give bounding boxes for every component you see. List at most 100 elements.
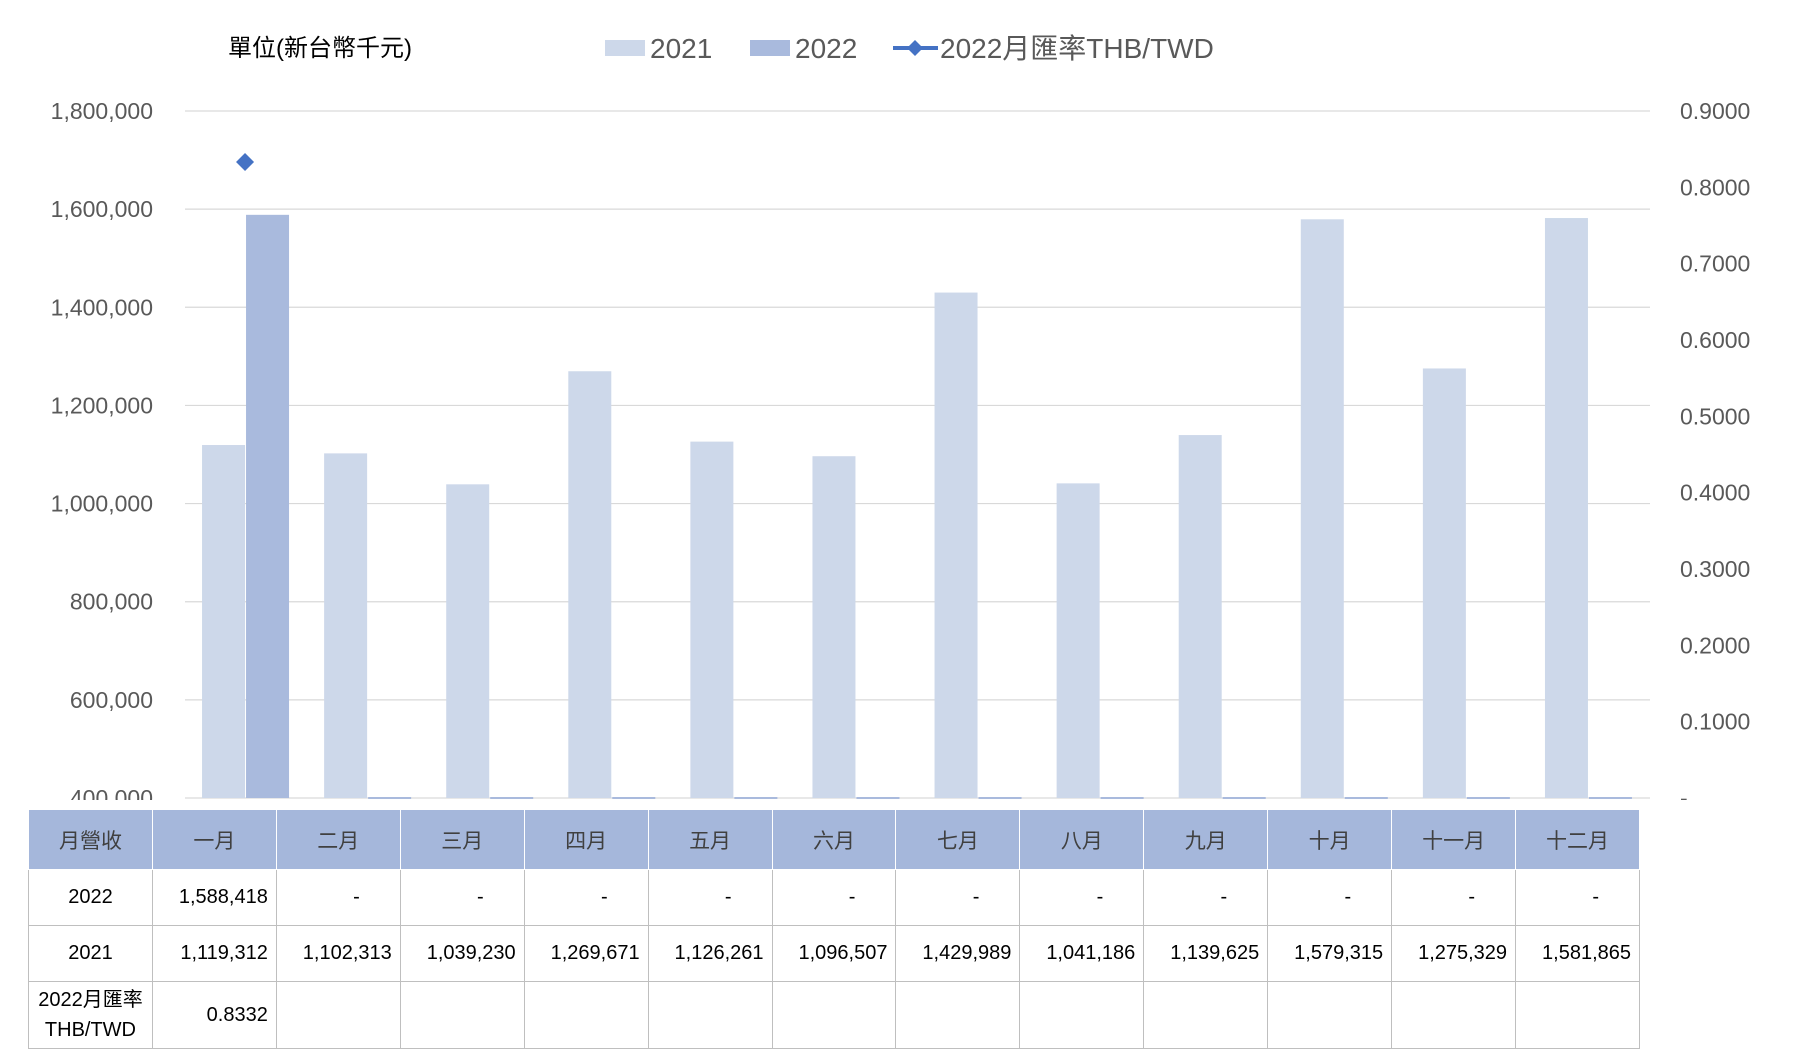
y-left-tick-label: 1,800,000 <box>51 98 153 124</box>
table-cell: - <box>275 869 401 926</box>
table-cell <box>275 981 401 1049</box>
table-cell: 1,096,507 <box>771 925 897 982</box>
table-cell <box>771 981 897 1049</box>
table-header-month: 三月 <box>399 809 525 870</box>
y-right-tick-label: 0.3000 <box>1680 556 1750 582</box>
table-header-month: 十二月 <box>1515 809 1640 870</box>
table-row: 2022月匯率 THB/TWD 0.8332 <box>28 981 1640 1049</box>
row-label: 2022月匯率 THB/TWD <box>28 981 153 1049</box>
table-cell <box>523 981 649 1049</box>
table-header-month: 八月 <box>1019 809 1145 870</box>
table-cell: 1,039,230 <box>399 925 525 982</box>
y-right-tick-label: 0.4000 <box>1680 480 1750 506</box>
table-cell: - <box>399 869 525 926</box>
table-cell: 1,139,625 <box>1143 925 1269 982</box>
legend-label-2022: 2022 <box>795 33 857 64</box>
bar-2021-七月 <box>934 292 978 798</box>
table-cell: 1,588,418 <box>151 869 277 926</box>
table-cell: - <box>1267 869 1393 926</box>
legend: 2021 2022 2022月匯率THB/TWD <box>605 33 1214 64</box>
table-header-month: 一月 <box>151 809 277 870</box>
table-cell <box>399 981 525 1049</box>
y-right-tick-label: 0.8000 <box>1680 174 1750 200</box>
legend-label-rate: 2022月匯率THB/TWD <box>940 33 1214 64</box>
y-left-tick-label: 1,400,000 <box>51 294 153 320</box>
table-cell: 1,269,671 <box>523 925 649 982</box>
table-header-month: 七月 <box>895 809 1021 870</box>
table-cell: - <box>523 869 649 926</box>
left-axis: 1,800,000 1,600,000 1,400,000 1,200,000 1,00… <box>51 98 153 800</box>
legend-label-2021: 2021 <box>650 33 712 64</box>
y-left-tick-label: 1,000,000 <box>51 491 153 517</box>
table-header-month: 四月 <box>523 809 649 870</box>
revenue-chart: 單位(新台幣千元) 2021 2022 2022月匯率THB/TWD 1,800,0… <box>51 33 1751 800</box>
bar-2021-五月 <box>690 441 734 798</box>
table-cell: - <box>1391 869 1517 926</box>
table-header-row: 月營收 一月 二月 三月 四月 五月 六月 七月 八月 九月 十月 十一月 十二月 <box>28 809 1640 870</box>
bar-2021-四月 <box>568 371 612 798</box>
y-left-tick-label: 800,000 <box>70 589 153 615</box>
table-cell: - <box>771 869 897 926</box>
table-cell: 1,102,313 <box>275 925 401 982</box>
table-cell: - <box>647 869 773 926</box>
table-cell: 1,429,989 <box>895 925 1021 982</box>
bar-2021-三月 <box>446 484 490 798</box>
table-cell: 1,041,186 <box>1019 925 1145 982</box>
table-row: 2021 1,119,312 1,102,313 1,039,230 1,269,671… <box>28 925 1640 982</box>
table-cell <box>1515 981 1640 1049</box>
table-cell: - <box>1515 869 1640 926</box>
table-header-month: 十月 <box>1267 809 1393 870</box>
bar-2021-十二月 <box>1544 218 1588 798</box>
y-right-tick-label: 0.6000 <box>1680 327 1750 353</box>
y-right-tick-label: 0.9000 <box>1680 98 1750 124</box>
bars <box>202 214 1632 799</box>
right-axis: 0.9000 0.8000 0.7000 0.6000 0.5000 0.4000 0.30… <box>1680 98 1750 800</box>
table-cell: - <box>1143 869 1269 926</box>
table-cell: 1,579,315 <box>1267 925 1393 982</box>
row-label: 2021 <box>28 925 153 982</box>
table-header-label: 月營收 <box>28 809 153 870</box>
table-header-month: 十一月 <box>1391 809 1517 870</box>
y-left-tick-label: 400,000 <box>70 785 153 800</box>
y-left-tick-label: 1,200,000 <box>51 392 153 418</box>
bar-2022-一月 <box>246 214 290 799</box>
y-left-tick-label: 1,600,000 <box>51 196 153 222</box>
bar-2021-八月 <box>1056 483 1100 798</box>
legend-marker-rate <box>907 40 923 56</box>
y-right-tick-label: - <box>1680 785 1688 800</box>
y-left-tick-label: 600,000 <box>70 687 153 713</box>
table-cell <box>647 981 773 1049</box>
bar-2021-十月 <box>1300 219 1344 799</box>
table-cell <box>1019 981 1145 1049</box>
y-right-tick-label: 0.2000 <box>1680 632 1750 658</box>
table-cell: - <box>1019 869 1145 926</box>
bar-2021-六月 <box>812 456 856 798</box>
row-label-line1: 2022月匯率 <box>38 989 143 1011</box>
table-cell: 1,126,261 <box>647 925 773 982</box>
table-cell <box>1267 981 1393 1049</box>
y-right-tick-label: 0.1000 <box>1680 709 1750 735</box>
table-cell: - <box>895 869 1021 926</box>
table-header-month: 二月 <box>275 809 401 870</box>
bar-2021-二月 <box>324 453 368 798</box>
table-cell <box>1143 981 1269 1049</box>
legend-swatch-2022 <box>750 40 790 56</box>
rate-markers <box>236 152 255 171</box>
table-cell: 1,275,329 <box>1391 925 1517 982</box>
gridlines <box>185 110 1650 799</box>
unit-label: 單位(新台幣千元) <box>228 35 412 62</box>
legend-swatch-2021 <box>605 40 645 56</box>
data-table: 月營收 一月 二月 三月 四月 五月 六月 七月 八月 九月 十月 十一月 十二月 2022 1,588… <box>28 809 1640 1049</box>
table-cell <box>1391 981 1517 1049</box>
table-cell: 1,581,865 <box>1515 925 1640 982</box>
table-cell: 1,119,312 <box>151 925 277 982</box>
table-cell <box>895 981 1021 1049</box>
table-row: 2022 1,588,418- - - - - - - - - - - <box>28 869 1640 926</box>
row-label-line2: THB/TWD <box>44 1019 136 1041</box>
row-label: 2022 <box>28 869 153 926</box>
table-header-month: 六月 <box>771 809 897 870</box>
table-header-month: 五月 <box>647 809 773 870</box>
bar-2021-九月 <box>1178 435 1222 798</box>
table-header-month: 九月 <box>1143 809 1269 870</box>
bar-2021-一月 <box>202 445 246 798</box>
